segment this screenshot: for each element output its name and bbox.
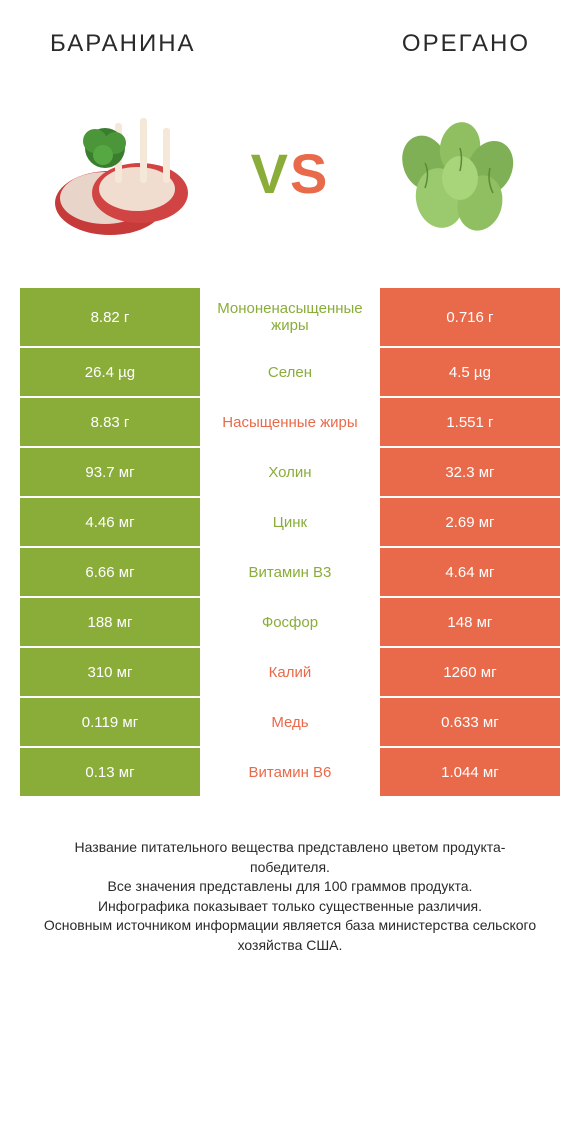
value-left: 0.119 мг: [20, 698, 200, 746]
nutrient-name: Витамин B3: [200, 548, 380, 596]
table-row: 4.46 мгЦинк2.69 мг: [20, 498, 560, 548]
vs-label: VS: [251, 141, 330, 206]
nutrient-name: Холин: [200, 448, 380, 496]
footer-line: Основным источником информации является …: [40, 916, 540, 955]
nutrient-name: Витамин B6: [200, 748, 380, 796]
table-row: 93.7 мгХолин32.3 мг: [20, 448, 560, 498]
title-right: OРЕГАНО: [402, 30, 530, 58]
vs-v: V: [251, 142, 290, 205]
value-right: 0.716 г: [380, 288, 560, 346]
value-left: 93.7 мг: [20, 448, 200, 496]
lamb-image: [40, 88, 210, 258]
value-right: 148 мг: [380, 598, 560, 646]
value-right: 0.633 мг: [380, 698, 560, 746]
images-row: VS: [20, 78, 560, 288]
title-left: БАРАНИНА: [50, 30, 196, 58]
comparison-table: 8.82 гМононенасыщенные жиры0.716 г26.4 µ…: [20, 288, 560, 798]
table-row: 6.66 мгВитамин B34.64 мг: [20, 548, 560, 598]
header-row: БАРАНИНА OРЕГАНО: [20, 20, 560, 78]
nutrient-name: Мононенасыщенные жиры: [200, 288, 380, 346]
nutrient-name: Селен: [200, 348, 380, 396]
nutrient-name: Фосфор: [200, 598, 380, 646]
table-row: 0.119 мгМедь0.633 мг: [20, 698, 560, 748]
value-right: 32.3 мг: [380, 448, 560, 496]
footer-line: Название питательного вещества представл…: [40, 838, 540, 877]
value-right: 4.64 мг: [380, 548, 560, 596]
value-left: 6.66 мг: [20, 548, 200, 596]
footer-line: Инфографика показывает только существенн…: [40, 897, 540, 917]
nutrient-name: Медь: [200, 698, 380, 746]
oregano-image: [370, 88, 540, 258]
table-row: 26.4 µgСелен4.5 µg: [20, 348, 560, 398]
value-left: 4.46 мг: [20, 498, 200, 546]
table-row: 0.13 мгВитамин B61.044 мг: [20, 748, 560, 798]
value-right: 1.044 мг: [380, 748, 560, 796]
value-right: 2.69 мг: [380, 498, 560, 546]
value-right: 1260 мг: [380, 648, 560, 696]
value-right: 1.551 г: [380, 398, 560, 446]
value-left: 310 мг: [20, 648, 200, 696]
value-left: 188 мг: [20, 598, 200, 646]
value-left: 0.13 мг: [20, 748, 200, 796]
footer-line: Все значения представлены для 100 граммо…: [40, 877, 540, 897]
vs-s: S: [290, 142, 329, 205]
table-row: 310 мгКалий1260 мг: [20, 648, 560, 698]
table-row: 188 мгФосфор148 мг: [20, 598, 560, 648]
nutrient-name: Цинк: [200, 498, 380, 546]
value-left: 8.83 г: [20, 398, 200, 446]
table-row: 8.83 гНасыщенные жиры1.551 г: [20, 398, 560, 448]
value-left: 26.4 µg: [20, 348, 200, 396]
oregano-icon: [375, 93, 535, 253]
infographic-container: БАРАНИНА OРЕГАНО VS: [0, 0, 580, 976]
table-row: 8.82 гМононенасыщенные жиры0.716 г: [20, 288, 560, 348]
nutrient-name: Насыщенные жиры: [200, 398, 380, 446]
value-left: 8.82 г: [20, 288, 200, 346]
value-right: 4.5 µg: [380, 348, 560, 396]
lamb-icon: [45, 93, 205, 253]
nutrient-name: Калий: [200, 648, 380, 696]
footer-notes: Название питательного вещества представл…: [20, 798, 560, 976]
